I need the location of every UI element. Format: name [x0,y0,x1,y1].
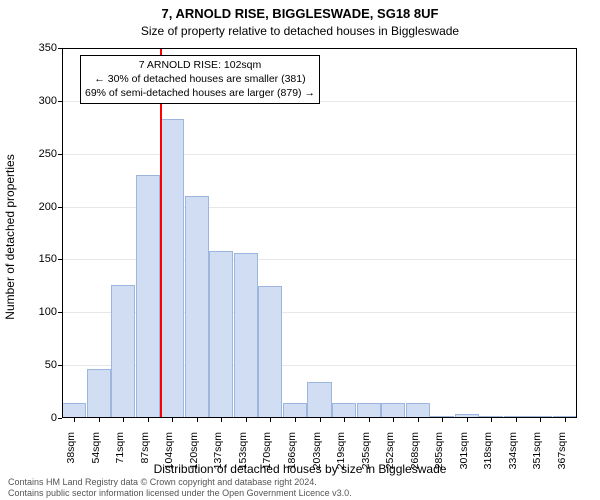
x-tick-mark [172,418,173,422]
x-tick-mark [123,418,124,422]
y-tick-mark [58,418,62,419]
chart-container: 7, ARNOLD RISE, BIGGLESWADE, SG18 8UF Si… [0,0,600,500]
x-tick-mark [491,418,492,422]
x-tick-mark [467,418,468,422]
chart-subtitle: Size of property relative to detached ho… [0,24,600,38]
x-tick-mark [393,418,394,422]
annotation-line-3: 69% of semi-detached houses are larger (… [85,86,315,100]
y-tick-label: 50 [17,359,57,371]
chart-title: 7, ARNOLD RISE, BIGGLESWADE, SG18 8UF [0,6,600,21]
footer-line-1: Contains HM Land Registry data © Crown c… [8,477,352,487]
x-tick-mark [565,418,566,422]
y-tick-label: 300 [17,95,57,107]
x-tick-mark [418,418,419,422]
x-axis-label: Distribution of detached houses by size … [0,462,600,476]
y-axis-label: Number of detached properties [3,137,17,337]
y-tick-label: 100 [17,306,57,318]
annotation-line-2: ← 30% of detached houses are smaller (38… [85,72,315,86]
y-tick-label: 200 [17,201,57,213]
x-tick-mark [320,418,321,422]
x-tick-mark [197,418,198,422]
x-tick-mark [295,418,296,422]
y-tick-label: 250 [17,148,57,160]
footer: Contains HM Land Registry data © Crown c… [8,477,352,498]
x-tick-mark [369,418,370,422]
x-tick-mark [442,418,443,422]
x-tick-mark [246,418,247,422]
annotation-line-1: 7 ARNOLD RISE: 102sqm [85,58,315,72]
x-tick-mark [221,418,222,422]
x-tick-mark [344,418,345,422]
x-tick-mark [148,418,149,422]
footer-line-2: Contains public sector information licen… [8,488,352,498]
annotation-box: 7 ARNOLD RISE: 102sqm ← 30% of detached … [80,55,320,104]
x-tick-mark [99,418,100,422]
x-tick-mark [74,418,75,422]
y-tick-label: 0 [17,412,57,424]
y-tick-label: 150 [17,253,57,265]
x-tick-mark [270,418,271,422]
x-tick-mark [516,418,517,422]
y-tick-label: 350 [17,42,57,54]
x-tick-mark [540,418,541,422]
